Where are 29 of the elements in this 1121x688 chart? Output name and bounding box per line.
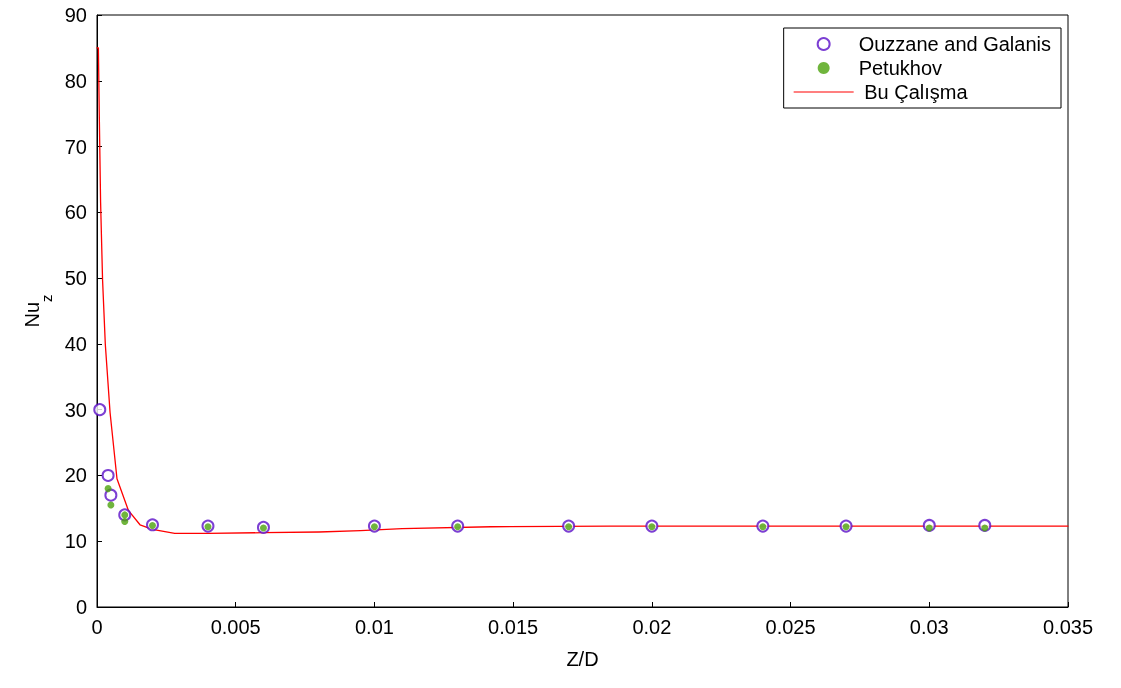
point [121, 517, 129, 525]
x-tick-label: 0.025 [765, 616, 816, 638]
y-tick-label: 30 [64, 398, 87, 421]
legend-label: Bu Çalışma [858, 81, 969, 103]
y-tick-label: 0 [75, 596, 87, 618]
y-tick-label: 60 [64, 201, 87, 224]
y-tick-label: 20 [64, 464, 87, 487]
x-tick-label: 0.005 [210, 616, 261, 638]
point [104, 485, 112, 493]
point [104, 488, 118, 502]
x-tick-label: 0.035 [1042, 616, 1094, 638]
y-tick-label: 50 [64, 267, 87, 290]
x-tick-label: 0.01 [354, 616, 394, 638]
y-tick-label: 70 [64, 135, 87, 158]
legend-label: Petukhov [858, 57, 943, 79]
y-tick-label: 90 [64, 4, 87, 26]
y-axis-title: Nuz [20, 294, 55, 328]
x-tick-label: 0.015 [488, 616, 539, 638]
point [101, 468, 115, 482]
x-tick-label: 0 [91, 616, 103, 638]
x-tick-label: 0.02 [632, 616, 672, 638]
x-tick-label: 0.03 [909, 616, 949, 638]
x-axis-title: Z/D [566, 648, 599, 670]
y-tick-label: 40 [64, 332, 87, 355]
y-tick-label: 80 [64, 69, 87, 92]
legend-label: Ouzzane and Galanis [858, 33, 1051, 55]
point [93, 403, 107, 417]
point [107, 501, 115, 509]
y-tick-label: 10 [64, 530, 87, 553]
